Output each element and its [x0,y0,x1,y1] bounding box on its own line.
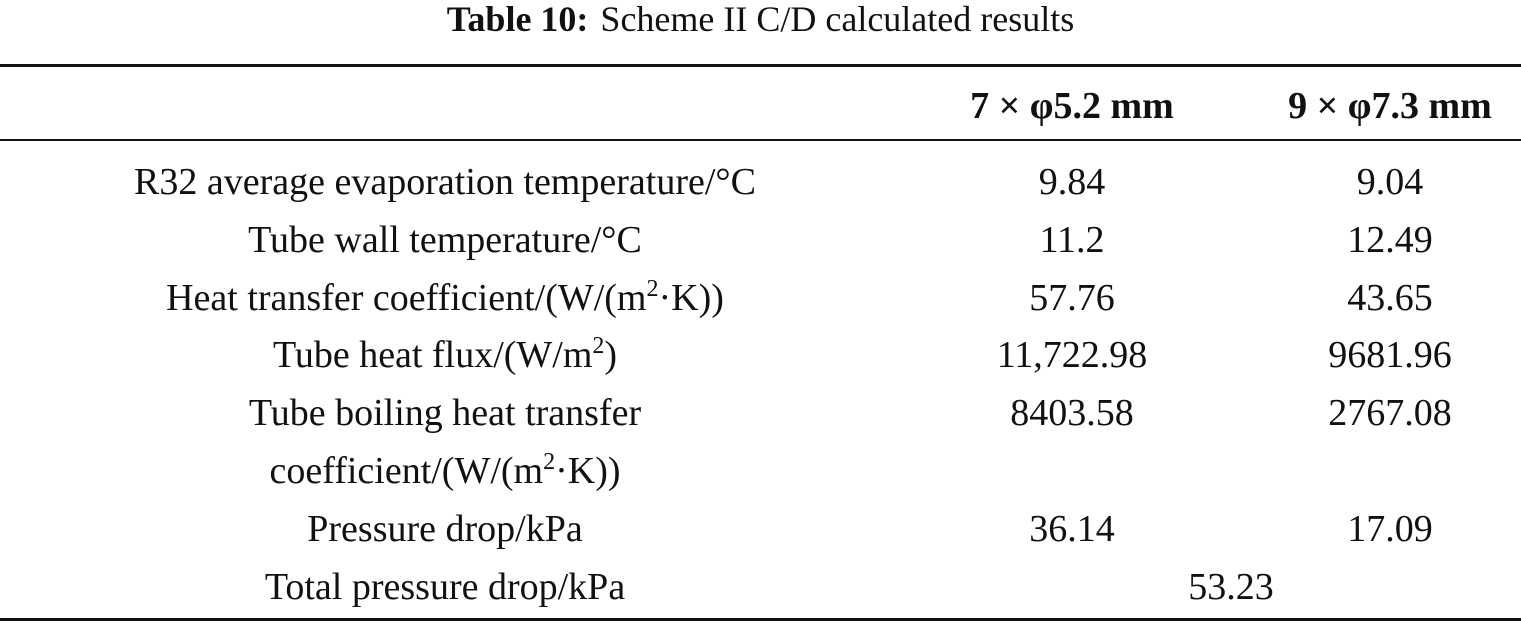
value-cell: 17.09 [1347,507,1433,550]
label-text: Heat transfer coefficient/(W/(m [166,276,647,319]
value-cell: 8403.58 [1010,392,1134,435]
row-label: Tube heat flux/(W/m2) [272,333,618,377]
label-superscript: 2 [592,333,605,360]
value-cell: 11,722.98 [996,334,1148,377]
label-text: Pressure drop/kPa [307,507,583,550]
value-cell: 36.14 [1029,507,1115,550]
value-cell: 11.2 [1039,218,1105,261]
bottom-rule [0,618,1521,621]
header-rule [0,139,1521,141]
row-label: R32 average evaporation temperature/°C [134,163,756,201]
row-label: Heat transfer coefficient/(W/(m2·K)) [166,275,724,319]
label-text: coefficient/(W/(m [269,450,544,492]
label-text: ) [604,334,618,377]
table-caption: Table 10: Scheme II C/D calculated result… [0,0,1521,38]
row-label: coefficient/(W/(m2·K)) [269,449,621,492]
label-text: R32 average evaporation temperature/°C [134,161,756,203]
row-label: Pressure drop/kPa [307,510,582,548]
column-header: 9 × φ7.3 mm [1288,85,1492,127]
value-cell: 57.76 [1029,276,1115,319]
value-cell: 12.49 [1347,218,1433,261]
value-cell: 9681.96 [1328,334,1452,377]
label-text: Tube wall temperature/°C [248,218,642,261]
label-text: Tube heat flux/(W/m [272,334,593,377]
label-superscript: 2 [543,449,556,475]
caption-text: Scheme II C/D calculated results [600,0,1075,39]
label-text: Tube boiling heat transfer [248,392,642,435]
label-superscript: 2 [646,275,659,302]
label-text: ·K)) [658,276,724,319]
value-cell: 2767.08 [1328,392,1452,435]
value-cell: 43.65 [1347,276,1433,319]
column-header: 7 × φ5.2 mm [970,85,1174,127]
row-label: Total pressure drop/kPa [264,565,626,608]
label-text: ·K)) [555,450,621,492]
value-cell: 9.04 [1356,161,1424,203]
row-label: Tube wall temperature/°C [248,221,642,259]
value-cell: 9.84 [1038,161,1106,203]
caption-label: Table 10: [446,0,589,39]
top-rule [0,64,1521,67]
value-cell: 53.23 [1188,565,1274,608]
row-label: Tube boiling heat transfer [249,394,641,432]
